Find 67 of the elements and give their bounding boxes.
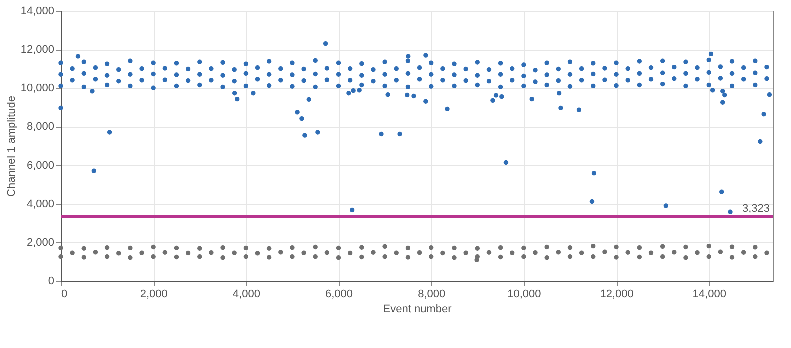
- point: [379, 132, 384, 137]
- point: [767, 92, 772, 98]
- point: [720, 190, 724, 194]
- point: [530, 96, 534, 102]
- point: [762, 112, 766, 117]
- y-tick-label: 4,000: [26, 198, 54, 210]
- point: [494, 93, 499, 98]
- x-tick-label: 6,000: [326, 288, 354, 300]
- y-tick-label: 8,000: [26, 121, 54, 134]
- point: [558, 106, 564, 111]
- point: [302, 133, 308, 138]
- y-tick-label: 12,000: [20, 44, 54, 56]
- point: [504, 160, 509, 166]
- point: [58, 106, 64, 111]
- point: [708, 52, 714, 57]
- y-tick-label: 10,000: [20, 82, 54, 95]
- point: [398, 132, 402, 137]
- point: [424, 99, 428, 104]
- point: [90, 89, 95, 94]
- point: [323, 41, 328, 46]
- y-tick-label: 0: [48, 276, 54, 288]
- point: [107, 130, 112, 135]
- point: [316, 130, 320, 135]
- point: [758, 139, 763, 144]
- point: [590, 199, 595, 204]
- point: [592, 171, 597, 176]
- point: [232, 91, 238, 96]
- point: [728, 210, 733, 214]
- point: [386, 92, 390, 98]
- point: [251, 91, 256, 96]
- y-axis-title: Channel 1 amplitude: [6, 96, 18, 197]
- point: [490, 98, 496, 104]
- point: [664, 204, 668, 208]
- point: [720, 100, 726, 105]
- point: [346, 91, 352, 96]
- point: [350, 208, 355, 213]
- x-tick-label: 4,000: [232, 288, 260, 300]
- point: [76, 54, 81, 59]
- point: [576, 108, 582, 112]
- point: [722, 92, 728, 98]
- point: [406, 54, 411, 59]
- ref-line-label: 3,323: [742, 202, 770, 215]
- y-tick-label: 6,000: [26, 160, 54, 172]
- point: [405, 92, 410, 98]
- x-axis-title: Event number: [383, 304, 452, 316]
- point: [295, 110, 300, 115]
- point: [357, 88, 362, 93]
- x-tick-label: 8,000: [418, 288, 446, 300]
- x-tick-label: 10,000: [508, 288, 542, 300]
- point: [351, 88, 356, 94]
- y-tick-label: 14,000: [20, 6, 54, 18]
- y-tick-label: 2,000: [26, 236, 54, 249]
- x-tick-label: 14,000: [692, 288, 726, 300]
- point: [720, 89, 726, 94]
- x-tick-label: 2,000: [140, 288, 168, 300]
- point: [235, 96, 240, 102]
- x-tick-label: 12,000: [600, 288, 634, 300]
- point: [424, 53, 428, 58]
- point: [300, 116, 304, 122]
- point: [412, 94, 416, 99]
- point: [556, 91, 562, 96]
- x-tick-label: 0: [62, 288, 68, 300]
- point: [306, 97, 312, 102]
- point: [500, 94, 504, 100]
- point: [710, 88, 716, 93]
- point: [92, 168, 96, 174]
- point: [445, 106, 450, 112]
